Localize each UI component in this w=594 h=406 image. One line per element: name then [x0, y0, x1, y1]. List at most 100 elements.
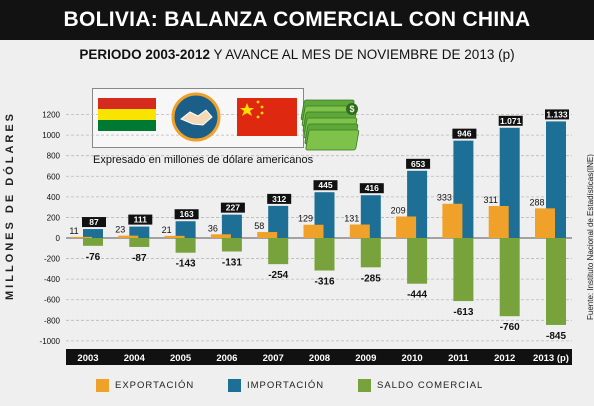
- bar-saldo: [546, 238, 566, 325]
- value-label-exportacion: 36: [208, 223, 218, 233]
- bar-importacion: [129, 226, 150, 238]
- y-tick-label: -600: [44, 296, 61, 305]
- value-label-box-importacion: [174, 209, 199, 220]
- source-note: Fuente: Instituto Nacional de Estadístic…: [586, 154, 594, 320]
- y-tick-label: 800: [47, 152, 61, 161]
- value-label-saldo: -613: [453, 307, 473, 318]
- bar-exportacion: [164, 235, 185, 238]
- subtitle-rest: Y AVANCE AL MES DE NOVIEMBRE DE 2013 (p): [209, 47, 515, 62]
- value-label-importacion: 445: [318, 180, 332, 190]
- x-tick-label: 2011: [448, 353, 469, 364]
- china-flag-icon: [237, 98, 297, 136]
- value-label-exportacion: 21: [162, 225, 172, 235]
- y-tick-label: -200: [44, 255, 61, 264]
- value-label-box-importacion: [82, 217, 106, 228]
- bar-exportacion: [535, 208, 555, 238]
- value-label-saldo: -254: [268, 270, 288, 281]
- value-label-box-importacion: [220, 202, 245, 213]
- bolivia-flag-green: [98, 120, 156, 131]
- value-label-box-importacion: [128, 214, 153, 225]
- bar-exportacion: [210, 234, 231, 238]
- value-label-box-importacion: [406, 158, 431, 169]
- value-label-exportacion: 333: [437, 193, 452, 203]
- title-bar: [0, 0, 594, 40]
- value-label-exportacion: 23: [115, 225, 125, 235]
- money-symbol-icon: [346, 103, 358, 115]
- legend-swatch-exportacion: [96, 378, 109, 392]
- units-note: Expresado en millones de dólare american…: [93, 154, 314, 166]
- bar-saldo: [360, 238, 381, 268]
- value-label-box-importacion: [452, 128, 477, 139]
- value-label-box-importacion: [313, 180, 338, 191]
- bolivia-flag-yellow: [98, 109, 156, 120]
- x-tick-label: 2007: [263, 353, 284, 364]
- bar-exportacion: [396, 216, 417, 238]
- value-label-saldo: -131: [222, 257, 242, 268]
- x-tick-label: 2004: [124, 353, 146, 364]
- bolivia-flag-icon: [98, 98, 156, 109]
- legend-importacion: IMPORTACIÓN: [228, 378, 324, 392]
- y-tick-label: -1000: [40, 337, 61, 346]
- money-stack-icon: [305, 129, 360, 151]
- x-tick-label: 2013 (p): [533, 353, 569, 364]
- bar-saldo: [268, 238, 289, 265]
- handshake-hands: [180, 109, 213, 126]
- legend-saldo: SALDO COMERCIAL: [358, 378, 483, 392]
- x-tick-label: 2012: [494, 353, 515, 364]
- y-tick-label: 600: [47, 172, 61, 181]
- bar-saldo: [83, 238, 103, 246]
- subtitle-period: PERIODO 2003-2012: [79, 47, 210, 62]
- bar-exportacion: [488, 205, 509, 238]
- y-axis-label: MILLONES DE DÓLARES: [4, 110, 16, 300]
- legend-label-importacion: IMPORTACIÓN: [247, 379, 325, 391]
- value-label-importacion: 1.071: [500, 116, 522, 126]
- bar-exportacion: [118, 235, 139, 238]
- x-tick-label: 2009: [355, 353, 376, 364]
- value-label-box-importacion: [359, 183, 384, 194]
- y-tick-label: 1200: [42, 111, 60, 120]
- x-tick-label: 2005: [170, 353, 192, 364]
- bar-exportacion: [257, 232, 278, 238]
- x-axis-band: [66, 349, 572, 365]
- bar-importacion: [221, 214, 242, 238]
- value-label-importacion: 312: [272, 194, 286, 204]
- value-label-saldo: -87: [132, 253, 147, 264]
- legend-label-exportacion: EXPORTACIÓN: [115, 379, 195, 391]
- china-flag-small-star: [256, 115, 260, 119]
- bar-saldo: [221, 238, 242, 252]
- bar-saldo: [499, 238, 520, 317]
- bar-saldo: [175, 238, 196, 253]
- y-tick-label: 200: [47, 213, 61, 222]
- legend-label-saldo: SALDO COMERCIAL: [377, 379, 484, 391]
- chart-title: BOLIVIA: BALANZA COMERCIAL CON CHINA: [63, 8, 531, 31]
- value-label-exportacion: 131: [344, 214, 359, 224]
- legend-exportacion: EXPORTACIÓN: [96, 378, 194, 392]
- value-label-saldo: -316: [314, 277, 334, 288]
- value-label-saldo: -143: [176, 259, 196, 270]
- bar-exportacion: [72, 236, 92, 238]
- value-label-importacion: 87: [89, 217, 99, 227]
- bar-exportacion: [349, 224, 370, 238]
- value-label-exportacion: 311: [484, 195, 498, 205]
- value-label-importacion: 163: [180, 209, 194, 219]
- value-label-box-importacion: [545, 109, 569, 120]
- bar-saldo: [129, 238, 150, 247]
- value-label-exportacion: 58: [254, 221, 264, 231]
- bar-importacion: [268, 205, 289, 238]
- value-label-importacion: 653: [411, 159, 425, 169]
- china-flag-small-star: [260, 111, 264, 115]
- value-label-saldo: -444: [407, 290, 427, 301]
- value-label-importacion: 946: [457, 129, 471, 139]
- value-label-saldo: -285: [361, 273, 381, 284]
- money-dollar-glyph: $: [349, 104, 354, 114]
- value-label-importacion: 227: [226, 203, 240, 213]
- value-label-box-importacion: [498, 115, 523, 126]
- value-label-saldo: -845: [546, 331, 566, 342]
- chart-subtitle: PERIODO 2003-2012 Y AVANCE AL MES DE NOV…: [0, 47, 594, 62]
- value-label-importacion: 416: [365, 183, 379, 193]
- bar-importacion: [175, 221, 196, 238]
- bar-saldo: [407, 238, 428, 284]
- x-tick-label: 2003: [77, 353, 98, 364]
